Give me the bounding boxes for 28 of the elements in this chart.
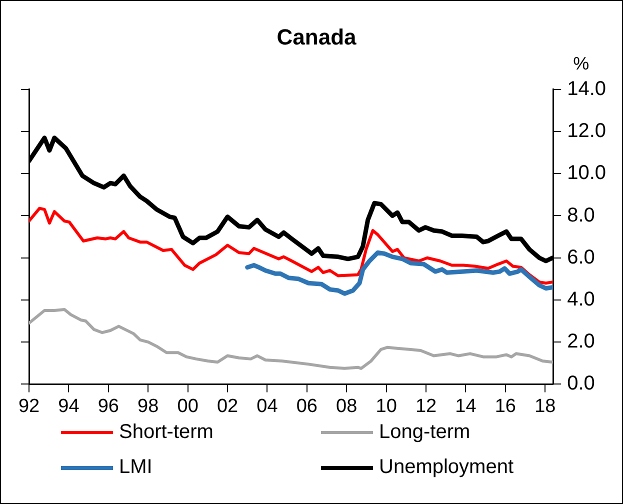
y-tick-label: 6.0	[567, 246, 595, 268]
x-tick-label: 92	[18, 396, 40, 417]
y-tick-label: 12.0	[567, 120, 606, 142]
x-tick-label: 08	[336, 396, 358, 417]
x-tick-label: 02	[216, 396, 238, 417]
x-tick-label: 00	[177, 396, 198, 417]
x-tick-label: 16	[494, 396, 516, 417]
chart-title: Canada	[276, 24, 357, 50]
legend-label: Short-term	[119, 421, 214, 444]
y-tick-label: 8.0	[567, 204, 595, 226]
y-tick-label: 2.0	[567, 330, 595, 353]
legend-label: Long-term	[379, 421, 470, 444]
x-tick-label: 18	[534, 396, 556, 417]
y-tick-label: 0.0	[567, 372, 595, 395]
x-tick-label: 12	[415, 396, 437, 417]
x-tick-label: 96	[98, 396, 119, 417]
legend-label: Unemployment	[379, 456, 514, 479]
x-tick-label: 06	[296, 396, 318, 417]
x-tick-label: 04	[256, 396, 278, 417]
y-tick-label: 14.0	[567, 78, 606, 100]
x-tick-label: 98	[138, 396, 159, 417]
y-tick-label: 10.0	[567, 162, 606, 184]
x-tick-label: 14	[455, 396, 477, 417]
x-tick-label: 94	[58, 396, 80, 417]
y-tick-label: 4.0	[567, 288, 595, 310]
x-tick-label: 10	[376, 396, 397, 417]
y-axis-title: %	[573, 53, 590, 74]
legend-label: LMI	[119, 456, 152, 479]
